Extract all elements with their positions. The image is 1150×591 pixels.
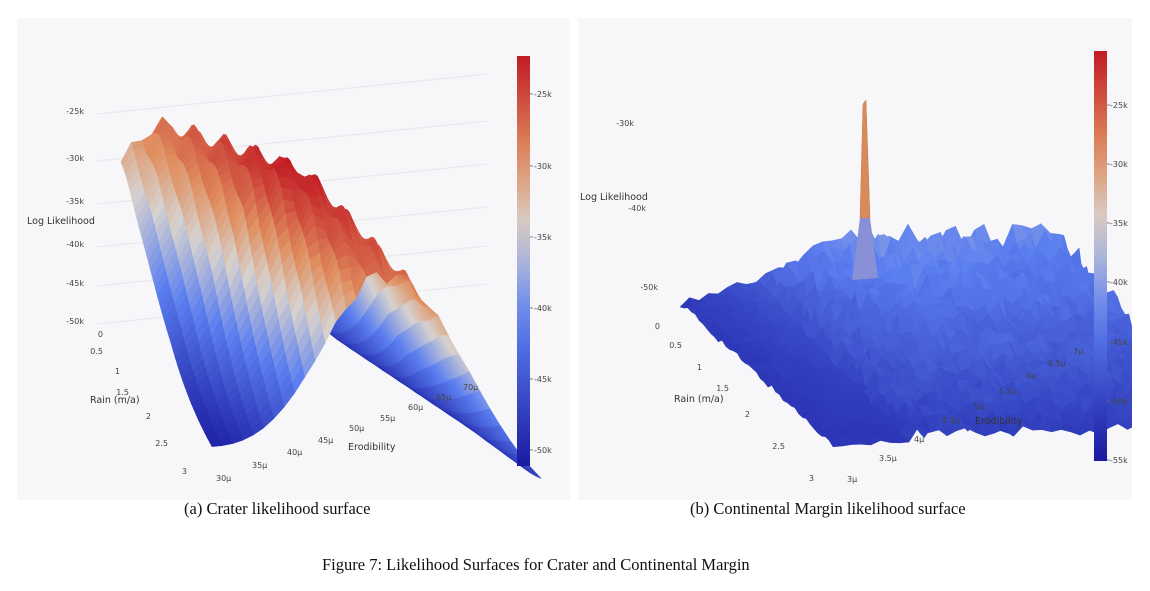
erodibility-tick-label: 30μ xyxy=(216,474,231,483)
subcaption-b: (b) Continental Margin likelihood surfac… xyxy=(690,499,966,518)
z-tick-label: -45k xyxy=(66,279,84,288)
likelihood-spike xyxy=(859,99,871,219)
erodibility-tick-label: 3.5μ xyxy=(879,454,897,463)
rain-tick-label: 2.5 xyxy=(772,442,785,451)
erodibility-tick-label: 5.5μ xyxy=(999,387,1017,396)
colorbar-tick-label: -45k xyxy=(1110,338,1128,347)
rain-tick-label: 2 xyxy=(146,412,151,421)
rain-tick-label: 1.5 xyxy=(716,384,729,393)
z-axis-title: Log Likelihood xyxy=(580,192,648,203)
rain-tick-label: 1 xyxy=(697,363,702,372)
erodibility-tick-label: 40μ xyxy=(287,448,302,457)
rain-tick-label: 2 xyxy=(745,410,750,419)
z-tick-label: -50k xyxy=(640,283,658,292)
colorbar-tick-label: -25k xyxy=(1110,101,1128,110)
z-tick-label: -35k xyxy=(66,197,84,206)
erodibility-axis-title: Erodibility xyxy=(975,416,1023,427)
colorbar-tick-label: -50k xyxy=(534,446,552,455)
colorbar-tick-label: -25k xyxy=(534,90,552,99)
figure-caption: Figure 7: Likelihood Surfaces for Crater… xyxy=(322,555,750,574)
gridline xyxy=(96,73,488,115)
surface-cell xyxy=(1130,335,1132,338)
surface-plot-b: -30k -40k -50k Log Likelihood 0 0.5 1 1.5 2 2.5 3 R… xyxy=(580,51,1132,484)
rain-tick-label: 1 xyxy=(115,367,120,376)
z-tick-label: -50k xyxy=(66,317,84,326)
colorbar-tick-label: -40k xyxy=(1110,278,1128,287)
rain-tick-label: 0.5 xyxy=(90,347,103,356)
likelihood-spike-base xyxy=(852,218,878,280)
erodibility-tick-label: 60μ xyxy=(408,403,423,412)
colorbar-tick-label: -35k xyxy=(534,233,552,242)
colorbar-tick-label: -30k xyxy=(534,162,552,171)
subcaption-a: (a) Crater likelihood surface xyxy=(184,499,371,518)
erodibility-tick-label: 45μ xyxy=(318,436,333,445)
erodibility-tick-label: 6μ xyxy=(1026,371,1036,380)
surface-cell xyxy=(828,438,843,448)
z-axis-title: Log Likelihood xyxy=(27,216,95,227)
rain-axis-title: Rain (m/a) xyxy=(674,394,724,405)
colorbar-b xyxy=(1094,51,1107,461)
z-tick-label: -40k xyxy=(66,240,84,249)
erodibility-tick-label: 5μ xyxy=(974,402,984,411)
rain-tick-label: 2.5 xyxy=(155,439,168,448)
colorbar-tick-label: -45k xyxy=(534,375,552,384)
chart-panel-b: -30k -40k -50k Log Likelihood 0 0.5 1 1.5 2 2.5 3 R… xyxy=(578,18,1132,500)
colorbar-tick-label: -35k xyxy=(1110,219,1128,228)
erodibility-tick-label: 4μ xyxy=(914,435,924,444)
erodibility-tick-label: 3μ xyxy=(847,475,857,484)
z-tick-label: -30k xyxy=(66,154,84,163)
erodibility-tick-label: 55μ xyxy=(380,414,395,423)
rain-tick-label: 0 xyxy=(655,322,660,331)
rain-tick-label: 3 xyxy=(809,474,814,483)
erodibility-tick-label: 50μ xyxy=(349,424,364,433)
erodibility-tick-label: 65μ xyxy=(436,393,451,402)
erodibility-tick-label: 7μ xyxy=(1073,347,1083,356)
erodibility-tick-label: 35μ xyxy=(252,461,267,470)
colorbar-tick-label: -30k xyxy=(1110,160,1128,169)
rain-axis-title: Rain (m/a) xyxy=(90,395,140,406)
z-tick-label: -40k xyxy=(628,204,646,213)
rain-tick-label: 0.5 xyxy=(669,341,682,350)
colorbar-tick-label: -40k xyxy=(534,304,552,313)
z-tick-label: -25k xyxy=(66,107,84,116)
colorbar-tick-label: -50k xyxy=(1110,397,1128,406)
colorbar-a xyxy=(517,56,530,466)
erodibility-tick-label: 70μ xyxy=(463,383,478,392)
rain-tick-label: 0 xyxy=(98,330,103,339)
erodibility-axis-title: Erodibility xyxy=(348,442,396,453)
chart-panel-a: -25k -30k -35k -40k -45k -50k Log Likelihood 0 0… xyxy=(17,18,570,500)
rain-tick-label: 1.5 xyxy=(116,388,129,397)
colorbar-tick-label: -55k xyxy=(1110,456,1128,465)
surface-mesh-a xyxy=(120,116,542,479)
surface-plot-a: -25k -30k -35k -40k -45k -50k Log Likelihood 0 0… xyxy=(27,56,552,483)
surface-cell xyxy=(209,440,223,447)
erodibility-tick-label: 6.5μ xyxy=(1048,359,1066,368)
rain-tick-label: 3 xyxy=(182,467,187,476)
erodibility-tick-label: 4.5μ xyxy=(942,416,960,425)
z-tick-label: -30k xyxy=(616,119,634,128)
